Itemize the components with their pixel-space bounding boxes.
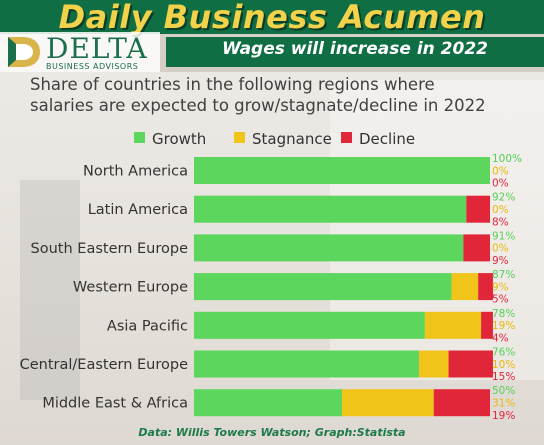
value-label-growth-middle-east-africa: 50%: [492, 385, 515, 397]
bar-growth-asia-pacific: [194, 311, 425, 339]
logo-wordmark: DELTA: [46, 32, 148, 65]
category-label-latin-america: Latin America: [88, 202, 188, 218]
legend-label-stagnance: Stagnance: [252, 130, 332, 148]
chart-title-line-2: salaries are expected to grow/stagnate/d…: [30, 96, 486, 115]
value-label-stagnance-western-europe: 9%: [492, 281, 509, 293]
bar-growth-latin-america: [194, 195, 467, 223]
logo-tagline: BUSINESS ADVISORS: [46, 62, 139, 71]
value-label-growth-north-america: 100%: [492, 153, 522, 165]
value-label-stagnance-north-america: 0%: [492, 165, 509, 177]
subheadline-band: [166, 37, 544, 67]
value-label-stagnance-central-eastern-europe: 10%: [492, 359, 515, 371]
bar-decline-western-europe: [478, 273, 493, 301]
bar-growth-middle-east-africa: [194, 389, 342, 417]
bar-growth-western-europe: [194, 273, 452, 301]
legend-label-growth: Growth: [152, 130, 207, 148]
page-headline: Daily Business Acumen: [58, 0, 486, 36]
value-label-stagnance-asia-pacific: 19%: [492, 320, 515, 332]
legend-item-stagnance: Stagnance: [234, 128, 332, 150]
legend-swatch-decline: [341, 132, 352, 143]
value-label-decline-asia-pacific: 4%: [492, 332, 509, 344]
header-band: [0, 0, 544, 34]
value-label-stagnance-south-eastern-europe: 0%: [492, 243, 509, 255]
chart-title-line-1: Share of countries in the following regi…: [30, 75, 435, 94]
page-subheadline: Wages will increase in 2022: [221, 39, 489, 59]
value-label-decline-western-europe: 5%: [492, 294, 509, 306]
chart-title: Share of countries in the following regi…: [30, 74, 540, 116]
bar-decline-middle-east-africa: [433, 389, 490, 417]
category-label-north-america: North America: [83, 164, 188, 180]
bar-decline-asia-pacific: [481, 311, 493, 339]
bar-growth-south-eastern-europe: [194, 234, 464, 262]
bar-growth-central-eastern-europe: [194, 350, 419, 378]
value-label-decline-latin-america: 8%: [492, 216, 509, 228]
value-label-growth-latin-america: 92%: [492, 192, 515, 204]
source-note: Data: Willis Towers Watson; Graph:Statis…: [138, 426, 406, 439]
bar-decline-latin-america: [466, 195, 490, 223]
legend-item-growth: Growth: [134, 128, 206, 150]
bar-stagnance-middle-east-africa: [342, 389, 434, 417]
value-label-growth-central-eastern-europe: 76%: [492, 347, 515, 359]
bar-stagnance-asia-pacific: [424, 311, 482, 339]
bar-decline-south-eastern-europe: [463, 234, 490, 262]
legend-swatch-stagnance: [234, 132, 245, 143]
value-label-stagnance-latin-america: 0%: [492, 204, 509, 216]
bar-stagnance-central-eastern-europe: [418, 350, 449, 378]
category-label-central-eastern-europe: Central/Eastern Europe: [20, 357, 188, 373]
bar-growth-north-america: [194, 157, 490, 184]
legend-item-decline: Decline: [341, 128, 415, 150]
category-label-asia-pacific: Asia Pacific: [107, 318, 188, 334]
category-label-western-europe: Western Europe: [73, 280, 188, 296]
legend-swatch-growth: [134, 132, 145, 143]
value-label-growth-asia-pacific: 78%: [492, 308, 515, 320]
value-label-decline-south-eastern-europe: 9%: [492, 255, 509, 267]
value-label-growth-western-europe: 87%: [492, 269, 515, 281]
chart-legend: Growth Stagnance Decline: [0, 128, 544, 150]
value-label-decline-middle-east-africa: 19%: [492, 410, 515, 422]
value-label-growth-south-eastern-europe: 91%: [492, 230, 515, 242]
category-label-middle-east-africa: Middle East & Africa: [42, 396, 188, 412]
legend-label-decline: Decline: [359, 130, 416, 148]
delta-logo-icon: [8, 37, 40, 67]
category-label-south-eastern-europe: South Eastern Europe: [31, 241, 189, 257]
bar-decline-central-eastern-europe: [448, 350, 493, 378]
value-label-decline-central-eastern-europe: 15%: [492, 371, 515, 383]
value-label-stagnance-middle-east-africa: 31%: [492, 398, 515, 410]
bar-stagnance-western-europe: [451, 273, 479, 301]
value-label-decline-north-america: 0%: [492, 178, 509, 190]
